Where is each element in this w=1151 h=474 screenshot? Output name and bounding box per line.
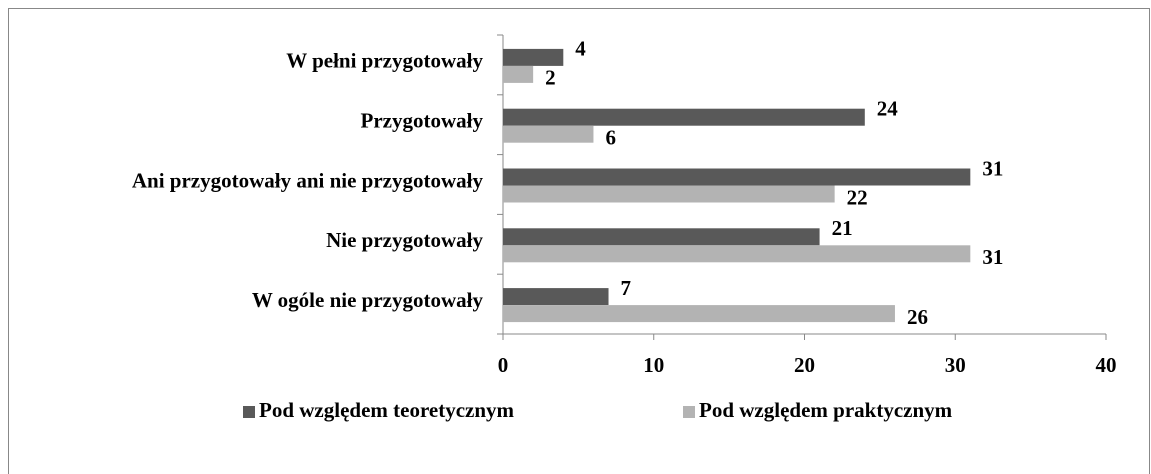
x-tick-label: 30 [945,353,966,377]
chart-border [8,8,1150,474]
bar [503,125,594,143]
y-tick-label: Ani przygotowały ani nie przygotowały [132,168,484,192]
data-label: 24 [877,97,899,121]
bar [503,168,971,186]
y-tick-label: W pełni przygotowały [286,49,483,73]
data-label: 31 [982,245,1003,269]
data-label: 31 [982,156,1003,180]
data-label: 6 [605,126,616,150]
bar [503,48,564,66]
legend-label: Pod względem praktycznym [699,398,953,422]
bar [503,245,971,263]
x-tick-label: 10 [643,353,664,377]
y-tick-label: Nie przygotowały [326,228,483,252]
bar [503,108,865,126]
data-label: 26 [907,305,928,329]
data-label: 4 [575,37,586,61]
y-tick-label: Przygotowały [361,109,484,133]
legend-swatch [243,406,255,418]
bar [503,288,609,306]
bar [503,228,820,246]
x-tick-label: 0 [498,353,509,377]
data-label: 22 [847,185,868,209]
data-label: 7 [621,276,632,300]
x-tick-label: 40 [1096,353,1117,377]
data-label: 21 [832,216,853,240]
x-tick-label: 20 [794,353,815,377]
bar [503,185,835,203]
legend-swatch [683,406,695,418]
y-tick-label: W ogóle nie przygotowały [252,288,484,312]
legend-label: Pod względem teoretycznym [259,398,515,422]
data-label: 2 [545,66,556,90]
bar [503,65,534,83]
bar [503,305,895,323]
